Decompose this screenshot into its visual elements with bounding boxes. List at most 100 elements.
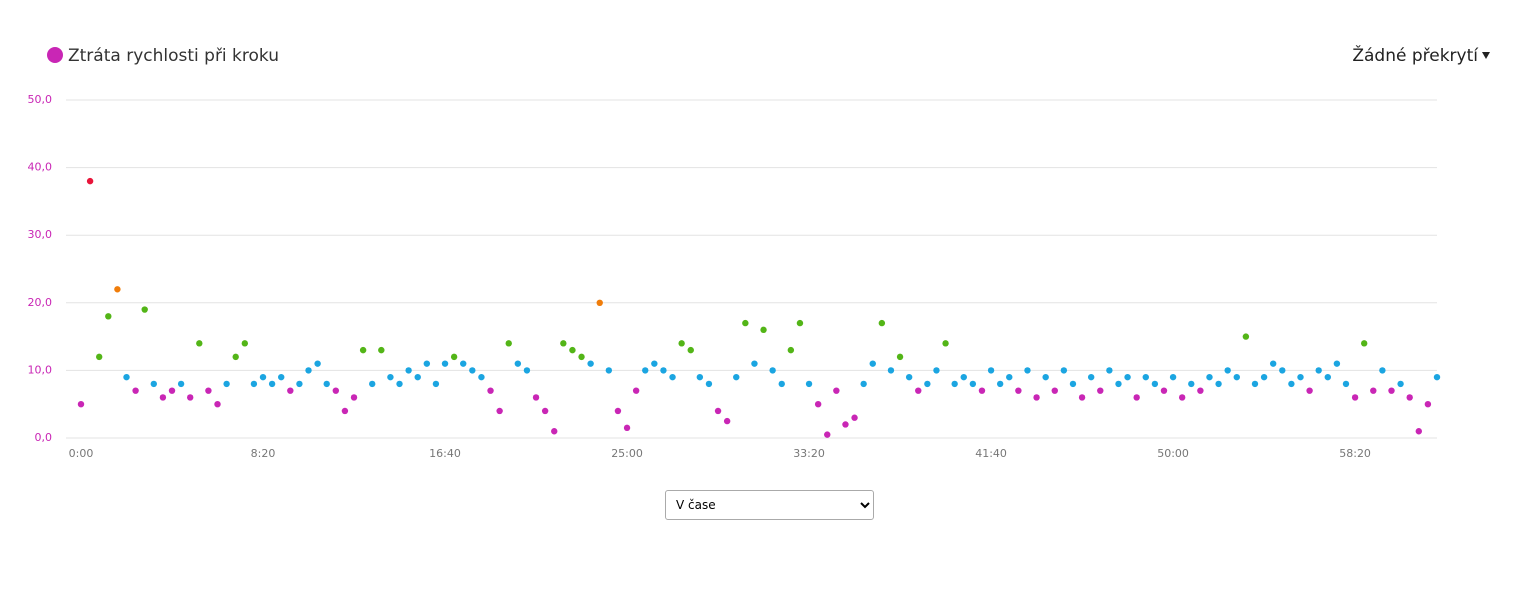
point	[250, 380, 258, 388]
point	[723, 417, 731, 425]
legend-swatch	[47, 47, 63, 63]
point	[587, 360, 594, 367]
point	[1288, 380, 1295, 388]
point	[341, 407, 349, 415]
point	[1260, 373, 1268, 381]
point	[187, 394, 194, 401]
point	[551, 428, 558, 435]
point	[350, 394, 358, 401]
point	[860, 380, 867, 388]
point	[632, 387, 640, 394]
point	[105, 313, 112, 320]
point	[1033, 394, 1040, 401]
point	[278, 373, 285, 381]
point	[532, 394, 540, 401]
point	[887, 367, 895, 374]
point	[86, 177, 94, 185]
point	[1379, 367, 1386, 374]
point	[514, 360, 522, 367]
point	[232, 353, 239, 361]
x-tick-label: 16:40	[429, 447, 461, 460]
x-tick-label: 41:40	[975, 447, 1007, 460]
point	[869, 360, 876, 367]
point	[1151, 380, 1159, 388]
point	[1069, 380, 1077, 388]
point	[287, 387, 294, 394]
point	[1342, 380, 1350, 388]
point	[987, 367, 995, 374]
point	[432, 380, 440, 388]
point	[969, 380, 977, 388]
point	[168, 387, 176, 394]
point	[596, 299, 603, 306]
point	[1206, 373, 1213, 381]
point	[1370, 387, 1377, 394]
point	[951, 380, 958, 388]
point	[496, 407, 503, 415]
point	[651, 360, 658, 367]
point	[1124, 373, 1131, 381]
point	[1060, 367, 1068, 374]
point	[1042, 373, 1049, 381]
point	[1269, 360, 1277, 367]
point	[469, 367, 476, 374]
overlay-menu[interactable]: Žádné překrytí	[1352, 44, 1479, 66]
dropdown-arrow[interactable]	[1482, 52, 1490, 59]
point	[1006, 373, 1013, 381]
point	[578, 353, 585, 361]
point	[487, 387, 494, 394]
point	[414, 373, 421, 381]
point	[996, 380, 1004, 388]
point	[223, 380, 230, 388]
point	[1315, 367, 1322, 374]
x-mode-select[interactable]: V čase	[665, 490, 874, 520]
point	[405, 367, 412, 374]
point	[678, 340, 685, 347]
point	[796, 319, 804, 327]
point	[1188, 380, 1195, 388]
point	[450, 353, 458, 361]
x-tick-label: 33:20	[793, 447, 825, 460]
point	[1415, 428, 1422, 435]
point	[778, 380, 785, 388]
point	[660, 367, 667, 374]
point	[1115, 380, 1122, 388]
point	[141, 306, 148, 313]
x-tick-label: 8:20	[251, 447, 276, 460]
point	[833, 387, 840, 394]
point	[1333, 360, 1341, 367]
point	[760, 326, 767, 334]
x-tick-label: 0:00	[69, 447, 94, 460]
point	[751, 360, 758, 367]
point	[441, 360, 449, 367]
point	[1297, 373, 1304, 381]
point	[769, 367, 776, 374]
point	[878, 319, 886, 327]
point	[123, 373, 130, 381]
point	[114, 286, 121, 293]
point	[314, 360, 321, 367]
point	[714, 407, 722, 415]
point	[1433, 373, 1441, 381]
x-tick-label: 50:00	[1157, 447, 1189, 460]
x-tick-label: 58:20	[1339, 447, 1371, 460]
point	[1133, 394, 1140, 401]
y-tick-label: 20,0	[28, 296, 53, 309]
point	[359, 346, 367, 354]
point	[733, 373, 740, 381]
point	[505, 340, 512, 347]
y-tick-label: 0,0	[35, 431, 53, 444]
point	[905, 373, 913, 381]
point	[1388, 387, 1395, 394]
point	[478, 373, 485, 381]
point	[1015, 387, 1022, 394]
x-tick-label: 25:00	[611, 447, 643, 460]
point	[1406, 394, 1413, 401]
point	[1424, 401, 1432, 408]
point	[805, 380, 813, 388]
point	[824, 431, 831, 438]
point	[268, 380, 276, 388]
point	[523, 367, 531, 374]
